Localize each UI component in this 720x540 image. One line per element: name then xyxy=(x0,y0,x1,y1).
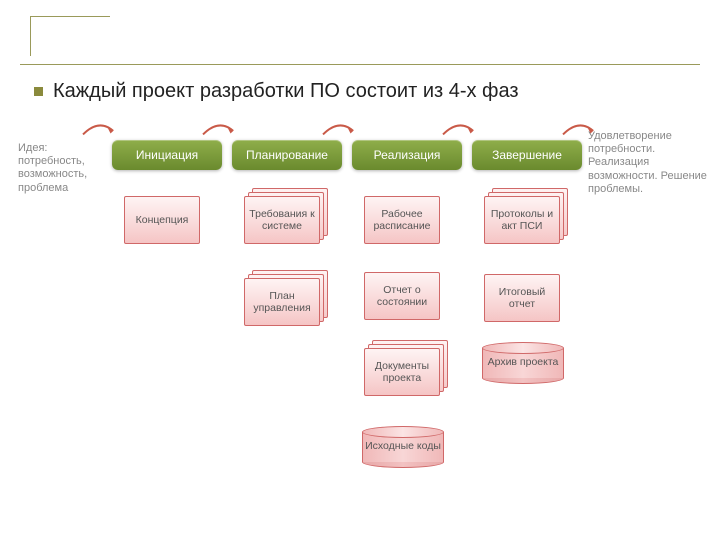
transition-arrow-icon xyxy=(200,122,238,138)
datastore-cylinder: Исходные коды xyxy=(362,426,444,468)
document-label: Требования к системе xyxy=(244,196,320,244)
document-label: Итоговый отчет xyxy=(484,274,560,322)
header-corner-rule xyxy=(30,16,110,56)
document-node: Итоговый отчет xyxy=(484,274,568,330)
header-underline xyxy=(20,64,700,65)
transition-arrow-icon xyxy=(560,122,598,138)
transition-arrow-icon xyxy=(320,122,358,138)
transition-arrow-icon xyxy=(80,122,118,138)
document-node: Концепция xyxy=(124,196,208,252)
phase-box: Инициация xyxy=(112,140,222,170)
document-node: Документы проекта xyxy=(364,348,448,404)
cylinder-top xyxy=(482,342,564,354)
document-node: Требования к системе xyxy=(244,196,328,252)
document-label: Концепция xyxy=(124,196,200,244)
phase-box: Планирование xyxy=(232,140,342,170)
phase-box: Завершение xyxy=(472,140,582,170)
post-phase-label: Удовлетворение потребности. Реализация в… xyxy=(588,130,708,196)
document-label: Документы проекта xyxy=(364,348,440,396)
heading-text: Каждый проект разработки ПО состоит из 4… xyxy=(53,80,519,103)
heading-row: Каждый проект разработки ПО состоит из 4… xyxy=(34,80,519,103)
document-label: Рабочее расписание xyxy=(364,196,440,244)
document-node: Рабочее расписание xyxy=(364,196,448,252)
document-label: Отчет о состоянии xyxy=(364,272,440,320)
document-label: План управления xyxy=(244,278,320,326)
document-node: План управления xyxy=(244,278,328,334)
document-node: Отчет о состоянии xyxy=(364,272,448,328)
document-label: Протоколы и акт ПСИ xyxy=(484,196,560,244)
bullet-square-icon xyxy=(34,87,43,96)
cylinder-top xyxy=(362,426,444,438)
pre-phase-label: Идея: потребность, возможность, проблема xyxy=(18,142,108,195)
document-node: Протоколы и акт ПСИ xyxy=(484,196,568,252)
datastore-cylinder: Архив проекта xyxy=(482,342,564,384)
transition-arrow-icon xyxy=(440,122,478,138)
phase-box: Реализация xyxy=(352,140,462,170)
